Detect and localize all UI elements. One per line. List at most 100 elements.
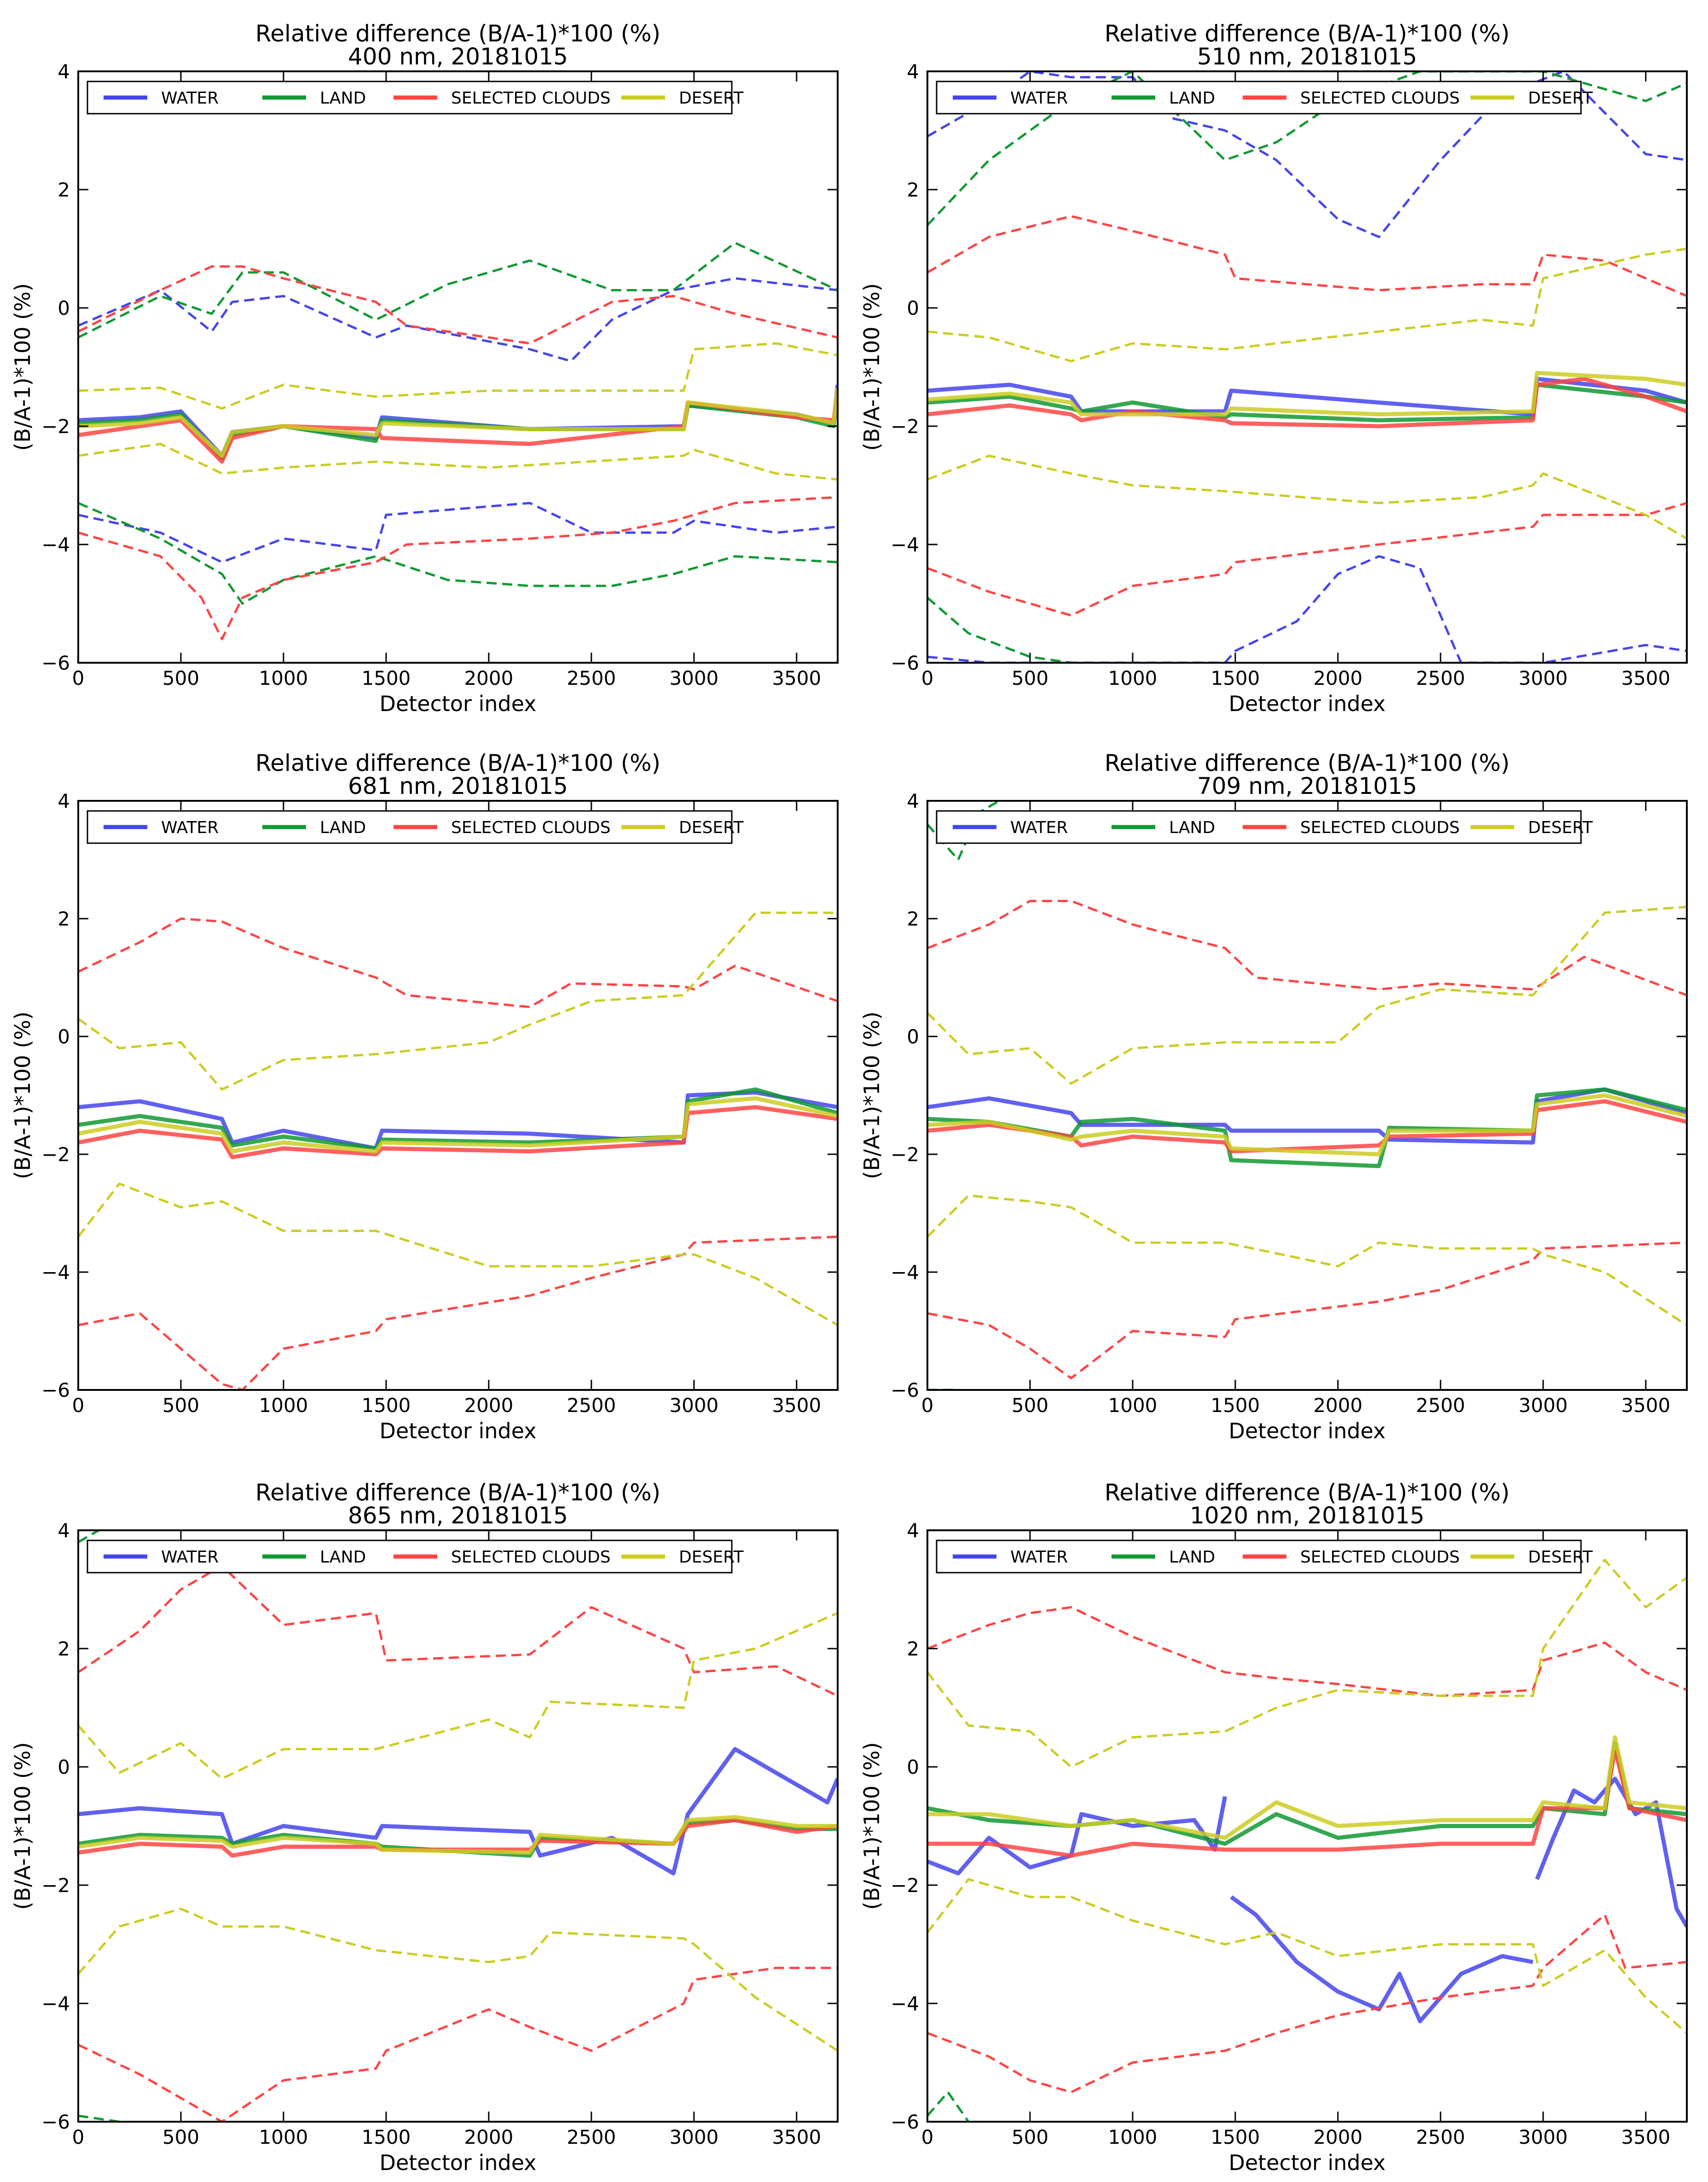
y-axis-label: (B/A-1)*100 (%) — [859, 1742, 884, 1910]
series-desert-dashed — [78, 1612, 838, 1780]
x-tick-label: 0 — [72, 1394, 85, 1417]
plot-frame — [77, 800, 839, 1391]
series-water-dashed — [78, 277, 838, 363]
y-tick-label: −4 — [41, 1261, 70, 1284]
series-selected-clouds-dashed — [927, 502, 1687, 617]
legend: WATER LAND SELECTED CLOUDS DESERT — [936, 1540, 1593, 1574]
series-selected-clouds-dashed — [78, 1564, 838, 1697]
series-group — [927, 801, 1687, 1390]
series-land-dashed — [78, 242, 838, 339]
x-tick-label: 3500 — [1621, 667, 1670, 689]
y-tick-label: 0 — [58, 1756, 70, 1778]
x-tick-label: 0 — [72, 2126, 85, 2148]
legend-label-desert: DESERT — [679, 818, 744, 837]
chart-title: Relative difference (B/A-1)*100 (%) — [255, 20, 660, 47]
chart-panel-5: Relative difference (B/A-1)*100 (%)865 n… — [10, 1479, 839, 2175]
x-tick-label: 500 — [1012, 2126, 1048, 2148]
legend: WATER LAND SELECTED CLOUDS DESERT — [87, 1540, 744, 1574]
x-tick-label: 1000 — [1108, 667, 1158, 689]
series-water-solid — [1230, 1895, 1534, 2024]
series-selected-clouds-dashed — [78, 496, 838, 641]
x-tick-label: 1500 — [361, 1394, 411, 1417]
chart-subtitle: 400 nm, 20181015 — [348, 43, 568, 70]
series-desert-dashed — [927, 1878, 1687, 2034]
chart-subtitle: 681 nm, 20181015 — [348, 773, 568, 799]
x-axis-label: Detector index — [380, 2150, 537, 2175]
legend-label-selected-clouds: SELECTED CLOUDS — [451, 89, 611, 108]
x-tick-label: 2500 — [567, 667, 616, 689]
chart-panel-6: Relative difference (B/A-1)*100 (%)1020 … — [859, 1479, 1688, 2175]
legend-label-land: LAND — [320, 818, 366, 837]
series-selected-clouds-solid — [927, 1747, 1687, 1858]
x-tick-label: 3000 — [669, 1394, 718, 1417]
y-tick-label: 4 — [907, 790, 919, 812]
x-tick-label: 2000 — [1313, 2126, 1362, 2148]
series-water-solid — [927, 1087, 1687, 1145]
legend: WATER LAND SELECTED CLOUDS DESERT — [87, 81, 744, 115]
series-desert-dashed — [927, 454, 1687, 540]
series-selected-clouds-dashed — [78, 1235, 838, 1390]
y-axis-label: (B/A-1)*100 (%) — [859, 1012, 884, 1179]
series-land-dashed — [927, 2091, 970, 2122]
y-tick-label: 2 — [58, 1638, 70, 1660]
x-tick-label: 1500 — [1210, 2126, 1260, 2148]
series-selected-clouds-dashed — [927, 1913, 1687, 2094]
series-land-dashed — [927, 71, 1687, 226]
chart-panel-4: Relative difference (B/A-1)*100 (%)709 n… — [859, 750, 1688, 1443]
x-tick-label: 1000 — [259, 1394, 308, 1417]
y-axis-label: (B/A-1)*100 (%) — [859, 283, 884, 451]
series-land-dashed — [927, 596, 1071, 663]
x-tick-label: 1000 — [1108, 2126, 1158, 2148]
x-tick-label: 2000 — [464, 667, 513, 689]
y-tick-label: −2 — [41, 1143, 70, 1166]
series-desert-solid — [927, 1093, 1687, 1157]
series-desert-dashed — [78, 1907, 838, 2052]
x-tick-label: 500 — [162, 2126, 199, 2148]
y-tick-label: −2 — [41, 415, 70, 438]
x-tick-label: 2500 — [1416, 1394, 1465, 1417]
legend-label-selected-clouds: SELECTED CLOUDS — [451, 1548, 611, 1567]
x-axis-label: Detector index — [380, 1418, 537, 1443]
series-water-dashed — [78, 502, 838, 563]
series-group — [927, 71, 1687, 663]
x-tick-label: 0 — [72, 667, 85, 689]
series-water-dashed — [927, 555, 1687, 663]
series-land-solid — [927, 382, 1687, 423]
series-desert-dashed — [78, 342, 838, 410]
x-tick-label: 0 — [921, 1394, 934, 1417]
series-group — [927, 1558, 1687, 2122]
x-axis-label: Detector index — [1229, 1418, 1386, 1443]
x-tick-label: 500 — [1012, 667, 1048, 689]
series-desert-dashed — [78, 911, 838, 1091]
series-land-dashed — [78, 2114, 120, 2122]
y-tick-label: 4 — [58, 790, 70, 812]
x-tick-label: 2000 — [464, 1394, 513, 1417]
y-tick-label: −2 — [41, 1874, 70, 1897]
legend-label-water: WATER — [161, 1548, 219, 1567]
series-land-solid — [78, 1087, 838, 1151]
x-tick-label: 2000 — [1313, 667, 1362, 689]
x-tick-label: 3000 — [1518, 2126, 1568, 2148]
legend-label-water: WATER — [161, 818, 219, 837]
x-tick-label: 2500 — [1416, 2126, 1465, 2148]
plot-frame — [926, 800, 1688, 1391]
y-tick-label: 0 — [907, 297, 919, 319]
series-water-solid — [78, 384, 838, 458]
y-axis-label: (B/A-1)*100 (%) — [10, 1012, 35, 1179]
series-desert-dashed — [927, 905, 1687, 1085]
x-tick-label: 1500 — [1210, 1394, 1260, 1417]
chart-title: Relative difference (B/A-1)*100 (%) — [255, 1479, 660, 1506]
legend: WATER LAND SELECTED CLOUDS DESERT — [936, 81, 1593, 115]
y-tick-label: 2 — [907, 1638, 919, 1660]
y-tick-label: −4 — [891, 533, 919, 556]
series-desert-solid — [78, 1815, 838, 1855]
y-tick-label: 4 — [907, 1519, 919, 1542]
legend-label-land: LAND — [1169, 818, 1215, 837]
legend: WATER LAND SELECTED CLOUDS DESERT — [87, 810, 744, 844]
plot-frame — [77, 1529, 839, 2123]
series-water-solid — [1535, 1777, 1687, 1928]
series-desert-solid — [78, 1096, 838, 1154]
y-tick-label: 4 — [58, 60, 70, 83]
y-tick-label: −4 — [41, 533, 70, 556]
legend-label-water: WATER — [161, 89, 219, 108]
